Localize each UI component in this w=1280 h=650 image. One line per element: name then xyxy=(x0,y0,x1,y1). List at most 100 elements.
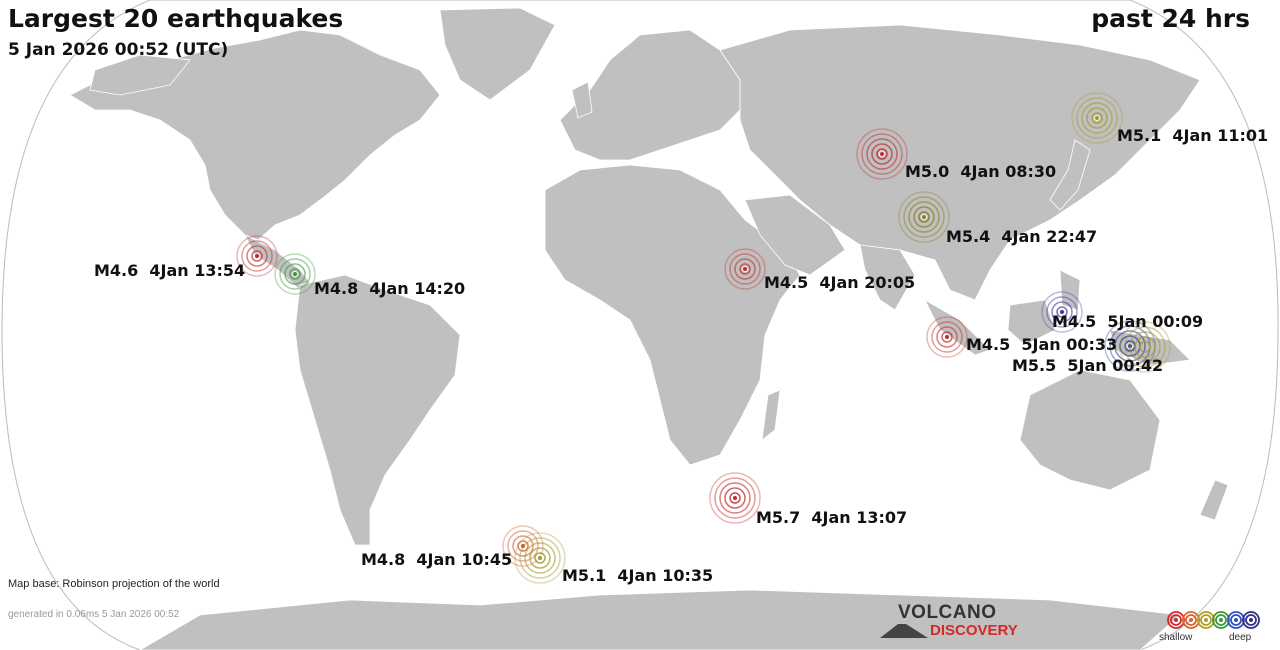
philippines xyxy=(1059,269,1081,311)
quake-marker[interactable] xyxy=(898,191,950,243)
generated-note: generated in 0.06ms 5 Jan 2026 00:52 xyxy=(8,609,180,620)
quake-ring xyxy=(1071,92,1123,144)
quake-marker[interactable] xyxy=(236,235,278,277)
quake-ring xyxy=(512,535,534,557)
quake-ring xyxy=(856,128,908,180)
quake-ring xyxy=(866,138,898,170)
quake-ring xyxy=(714,477,756,519)
quake-ring xyxy=(1051,301,1073,323)
quake-ring xyxy=(236,235,278,277)
legend-dot xyxy=(1249,618,1253,622)
map-timestamp: 5 Jan 2026 00:52 (UTC) xyxy=(8,40,229,60)
map-period: past 24 hrs xyxy=(1091,4,1250,33)
logo-text-discovery: DISCOVERY xyxy=(930,622,1018,639)
quake-epicenter xyxy=(944,334,950,340)
quake-marker[interactable] xyxy=(926,316,968,358)
africa xyxy=(544,164,801,466)
quake-ring xyxy=(507,530,539,562)
legend-shallow-label: shallow xyxy=(1159,632,1193,643)
quake-ring xyxy=(284,263,306,285)
legend-ring xyxy=(1212,611,1230,629)
madagascar xyxy=(761,389,781,441)
quake-marker[interactable] xyxy=(856,128,908,180)
quake-epicenter xyxy=(1094,115,1100,121)
legend-ring xyxy=(1242,611,1260,629)
quake-ring xyxy=(1076,97,1118,139)
japan xyxy=(1049,139,1091,211)
legend-ring xyxy=(1200,614,1212,626)
india xyxy=(859,244,916,311)
quake-ring xyxy=(724,248,766,290)
legend-ring xyxy=(1197,611,1215,629)
quake-epicenter xyxy=(921,214,927,220)
logo-text-volcano: VOLCANO xyxy=(898,602,997,623)
quake-ring xyxy=(289,268,301,280)
legend-ring xyxy=(1182,611,1200,629)
quake-ring xyxy=(1091,112,1103,124)
quake-label-japan: M5.1 4Jan 11:01 xyxy=(1117,126,1269,145)
quake-ring xyxy=(534,552,546,564)
quake-label-south-atlantic-2: M5.1 4Jan 10:35 xyxy=(562,566,714,585)
quake-ring xyxy=(918,211,930,223)
legend-ring xyxy=(1167,611,1185,629)
map-base-note: Map base: Robinson projection of the wor… xyxy=(8,578,220,590)
quake-marker[interactable] xyxy=(724,248,766,290)
quake-label-myanmar: M5.4 4Jan 22:47 xyxy=(946,227,1098,246)
quake-ring xyxy=(729,492,741,504)
quake-label-ethiopia: M4.5 4Jan 20:05 xyxy=(764,273,916,292)
legend-dot xyxy=(1204,618,1208,622)
quake-marker[interactable] xyxy=(502,525,544,567)
quake-epicenter xyxy=(742,266,748,272)
uk xyxy=(571,81,593,119)
quake-ring xyxy=(1124,326,1166,368)
australia xyxy=(1019,369,1161,491)
asia xyxy=(719,24,1201,301)
quake-label-mexico: M4.6 4Jan 13:54 xyxy=(94,261,246,280)
quake-epicenter xyxy=(292,271,298,277)
quake-ring xyxy=(729,253,761,285)
legend-ring xyxy=(1227,611,1245,629)
quake-ring xyxy=(1129,331,1161,363)
quake-ring xyxy=(908,201,940,233)
sumatra xyxy=(924,298,991,356)
quake-ring xyxy=(502,525,544,567)
quake-marker[interactable] xyxy=(1041,291,1083,333)
quake-epicenter xyxy=(520,543,526,549)
volcano-icon xyxy=(880,624,928,638)
legend-dot xyxy=(1219,618,1223,622)
quake-epicenter xyxy=(1059,309,1065,315)
quake-ring xyxy=(529,547,551,569)
quake-ring xyxy=(931,321,963,353)
legend-deep-label: deep xyxy=(1229,632,1252,643)
quake-marker[interactable] xyxy=(514,532,566,584)
quake-ring xyxy=(926,316,968,358)
quake-marker[interactable] xyxy=(1071,92,1123,144)
legend-dot xyxy=(1234,618,1238,622)
quake-label-indian-ocean: M5.7 4Jan 13:07 xyxy=(756,508,908,527)
quake-label-sumatra: M4.5 5Jan 00:33 xyxy=(966,335,1118,354)
quake-ring xyxy=(724,487,746,509)
quake-ring xyxy=(913,206,935,228)
quake-ring xyxy=(274,253,316,295)
quake-marker[interactable] xyxy=(709,472,761,524)
legend-ring xyxy=(1230,614,1242,626)
volcano-discovery-logo[interactable]: VOLCANO DISCOVERY xyxy=(880,602,1030,642)
quake-ring xyxy=(1046,296,1078,328)
legend-ring xyxy=(1170,614,1182,626)
quake-marker[interactable] xyxy=(274,253,316,295)
quake-epicenter xyxy=(879,151,885,157)
legend-ring xyxy=(1215,614,1227,626)
depth-legend-rings xyxy=(1167,611,1260,629)
quake-ring xyxy=(1041,291,1083,333)
quake-label-china: M5.0 4Jan 08:30 xyxy=(905,162,1057,181)
legend-ring xyxy=(1185,614,1197,626)
quake-ring xyxy=(1056,306,1068,318)
quake-ring xyxy=(871,143,893,165)
quake-ring xyxy=(1134,336,1156,358)
greenland xyxy=(439,7,556,101)
depth-legend: shallow deep xyxy=(1157,608,1267,648)
quake-label-panama: M4.8 4Jan 14:20 xyxy=(314,279,466,298)
earthquake-markers xyxy=(236,92,1171,584)
quake-ring xyxy=(861,133,903,175)
